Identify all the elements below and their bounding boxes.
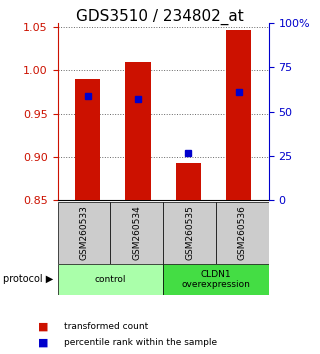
Bar (163, 264, 269, 295)
Text: transformed count: transformed count (64, 322, 148, 331)
Bar (75, 79, 100, 200)
Bar (58, 202, 110, 264)
Bar (58, 264, 163, 295)
Bar (176, 163, 201, 200)
Text: percentile rank within the sample: percentile rank within the sample (64, 338, 217, 347)
Text: GSM260535: GSM260535 (185, 205, 194, 260)
Text: GDS3510 / 234802_at: GDS3510 / 234802_at (76, 9, 244, 25)
Text: control: control (95, 275, 126, 284)
Text: GSM260533: GSM260533 (79, 205, 89, 260)
Bar (216, 202, 269, 264)
Bar (110, 202, 163, 264)
Bar (163, 202, 216, 264)
Text: protocol ▶: protocol ▶ (3, 274, 53, 285)
Bar (226, 30, 251, 200)
Text: ■: ■ (38, 338, 49, 348)
Bar (125, 62, 151, 200)
Text: GSM260536: GSM260536 (238, 205, 247, 260)
Text: GSM260534: GSM260534 (132, 205, 141, 260)
Text: ■: ■ (38, 321, 49, 331)
Text: CLDN1
overexpression: CLDN1 overexpression (181, 270, 251, 289)
